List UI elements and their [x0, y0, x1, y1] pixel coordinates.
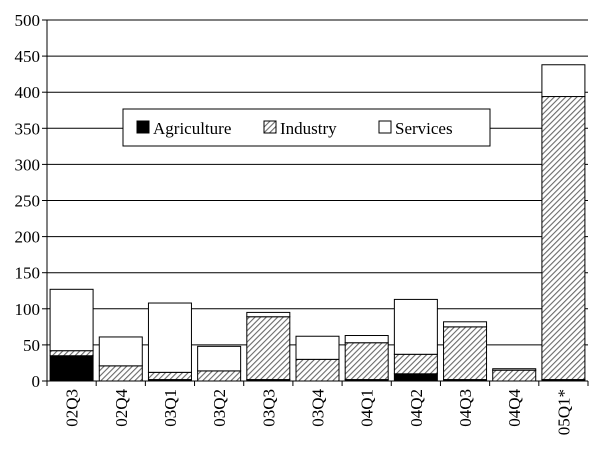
- x-tick-label: 05Q1*: [554, 389, 573, 435]
- bars: [49, 64, 586, 382]
- bar-segment-industry: [147, 371, 192, 381]
- y-tick-label: 250: [15, 192, 41, 211]
- bar-segment-services: [246, 311, 291, 318]
- bar-segment-industry: [197, 370, 242, 382]
- legend-swatch-agriculture: [136, 120, 150, 134]
- x-tick-label: 03Q1: [161, 389, 180, 427]
- bar-segment-services: [443, 321, 488, 328]
- bar-segment-services: [344, 335, 389, 344]
- legend-label-agriculture: Agriculture: [153, 119, 231, 138]
- y-tick-label: 500: [15, 11, 41, 30]
- x-tick-label: 04Q2: [407, 389, 426, 427]
- bar-segment-industry: [344, 342, 389, 381]
- x-tick-label: 03Q4: [309, 389, 328, 427]
- bar-segment-agriculture: [393, 373, 438, 382]
- legend: Agriculture Industry Services: [122, 108, 491, 147]
- y-tick-label: 150: [15, 264, 41, 283]
- bar-segment-services: [492, 368, 537, 371]
- x-tick-label: 04Q1: [358, 389, 377, 427]
- bar-segment-services: [541, 64, 586, 98]
- y-tick-label: 200: [15, 228, 41, 247]
- bar-segment-services: [147, 302, 192, 373]
- x-tick-label: 03Q2: [210, 389, 229, 427]
- bar-segment-industry: [541, 96, 586, 381]
- x-tick-label: 04Q3: [456, 389, 475, 427]
- bar-segment-industry: [295, 358, 340, 382]
- x-tick-label: 02Q3: [63, 389, 82, 427]
- axes: 0 50 100 150 200 250 300 350 400 450 500 02Q3 02Q4 03…: [15, 11, 589, 435]
- y-tick-label: 300: [15, 155, 41, 174]
- x-tick-label: 04Q4: [505, 389, 524, 427]
- y-tick-label: 450: [15, 47, 41, 66]
- bar-segment-industry: [246, 316, 291, 381]
- bar-segment-industry: [443, 326, 488, 381]
- bar-segment-services: [197, 345, 242, 372]
- bar-segment-services: [49, 288, 94, 352]
- bar-segment-services: [393, 298, 438, 355]
- y-tick-label: 50: [23, 336, 40, 355]
- legend-swatch-services: [378, 120, 392, 134]
- y-tick-label: 400: [15, 83, 41, 102]
- bar-segment-industry: [393, 353, 438, 375]
- y-tick-label: 100: [15, 300, 41, 319]
- bar-segment-industry: [98, 365, 143, 382]
- gridlines: [47, 19, 588, 346]
- y-tick-label: 350: [15, 119, 41, 138]
- legend-box: [122, 108, 491, 147]
- bar-segment-industry: [49, 350, 94, 357]
- legend-swatch-industry: [263, 120, 277, 134]
- legend-label-industry: Industry: [280, 119, 337, 138]
- bar-segment-services: [98, 336, 143, 367]
- bar-segment-industry: [492, 369, 537, 382]
- y-tick-label: 0: [32, 372, 41, 391]
- legend-label-services: Services: [395, 119, 453, 138]
- x-tick-label: 03Q3: [259, 389, 278, 427]
- bar-segment-agriculture: [49, 355, 94, 382]
- bar-segment-services: [295, 335, 340, 360]
- x-tick-label: 02Q4: [112, 389, 131, 427]
